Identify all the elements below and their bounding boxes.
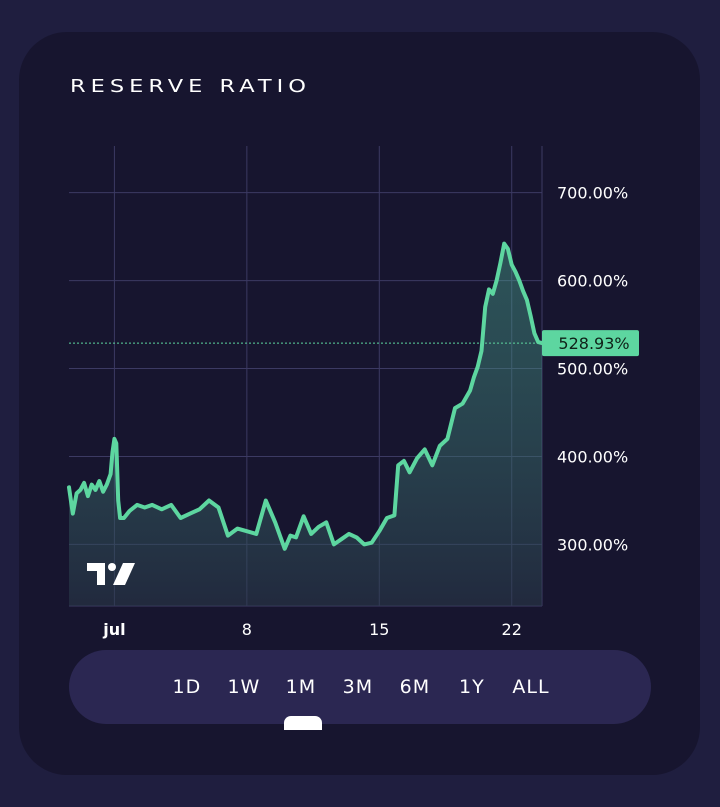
tradingview-logo-icon	[87, 563, 135, 585]
y-tick-label: 400.00%	[557, 447, 628, 466]
range-button-all[interactable]: ALL	[512, 676, 550, 698]
price-tag-label: 528.93%	[558, 334, 629, 353]
y-tick-label: 600.00%	[557, 272, 628, 291]
range-button-6m[interactable]: 6M	[399, 676, 431, 698]
range-button-1d[interactable]: 1D	[172, 676, 202, 698]
selected-range-indicator	[284, 716, 322, 730]
time-range-selector: 1D 1W 1M 3M 6M 1Y ALL	[69, 650, 651, 724]
x-tick-label: 22	[502, 620, 522, 639]
price-tag-background	[542, 330, 639, 357]
y-axis-ticks: 300.00% 400.00% 500.00% 600.00% 700.00%	[557, 184, 628, 555]
x-tick-label: 8	[242, 620, 252, 639]
x-axis-ticks: jul 8 15 22	[102, 620, 522, 639]
y-tick-label: 300.00%	[557, 535, 628, 554]
y-tick-label: 500.00%	[557, 360, 628, 379]
chart-title: RESERVE RATIO	[70, 76, 311, 97]
price-tag: 528.93%	[542, 330, 639, 357]
range-button-1w[interactable]: 1W	[227, 676, 261, 698]
range-button-1m[interactable]: 1M	[285, 676, 317, 698]
series-line	[67, 241, 544, 551]
range-button-1y[interactable]: 1Y	[459, 676, 485, 698]
range-button-3m[interactable]: 3M	[342, 676, 374, 698]
area-fill	[69, 243, 542, 606]
x-tick-label: 15	[369, 620, 389, 639]
x-tick-label: jul	[102, 620, 125, 639]
y-tick-label: 700.00%	[557, 184, 628, 203]
